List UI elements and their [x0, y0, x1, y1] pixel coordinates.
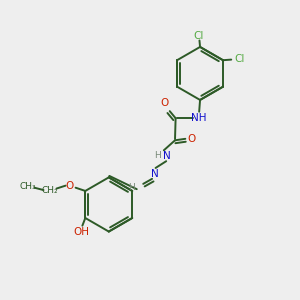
Text: O: O: [160, 98, 169, 108]
Text: OH: OH: [74, 227, 90, 237]
Text: CH₃: CH₃: [20, 182, 36, 191]
Text: H: H: [128, 183, 135, 192]
Text: N: N: [151, 169, 159, 179]
Text: Cl: Cl: [194, 31, 204, 41]
Text: N: N: [163, 151, 171, 161]
Text: O: O: [187, 134, 195, 144]
Text: Cl: Cl: [234, 54, 244, 64]
Text: H: H: [154, 151, 161, 160]
Text: NH: NH: [191, 113, 206, 123]
Text: CH₂: CH₂: [42, 185, 58, 194]
Text: O: O: [65, 181, 73, 190]
